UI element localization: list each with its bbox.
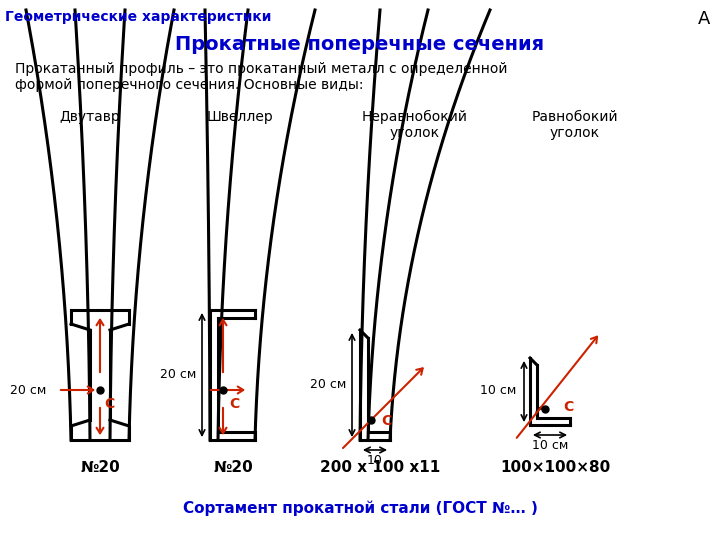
Text: Геометрические характеристики: Геометрические характеристики (5, 10, 271, 24)
Text: 100×100×80: 100×100×80 (500, 460, 610, 475)
Text: Прокатные поперечные сечения: Прокатные поперечные сечения (176, 35, 544, 54)
Text: С: С (563, 400, 573, 414)
Text: 10 см: 10 см (532, 439, 568, 452)
Text: С: С (229, 397, 239, 411)
Text: №20: №20 (80, 460, 120, 475)
Text: А: А (698, 10, 710, 28)
Text: Сортамент прокатной стали (ГОСТ №… ): Сортамент прокатной стали (ГОСТ №… ) (183, 500, 537, 516)
Text: 20 см: 20 см (160, 368, 197, 381)
Text: 20 см: 20 см (10, 383, 46, 396)
Text: Швеллер: Швеллер (207, 110, 274, 124)
Text: 20 см: 20 см (310, 379, 346, 392)
Text: №20: №20 (213, 460, 253, 475)
Text: Двутавр: Двутавр (60, 110, 120, 124)
Text: Равнобокий
уголок: Равнобокий уголок (531, 110, 618, 140)
Text: С: С (104, 397, 114, 411)
Text: 10: 10 (367, 454, 383, 467)
Text: С: С (381, 414, 391, 428)
Text: Неравнобокий
уголок: Неравнобокий уголок (362, 110, 468, 140)
Text: 200 х 100 х11: 200 х 100 х11 (320, 460, 440, 475)
Text: 10 см: 10 см (480, 384, 516, 397)
Text: Прокатанный профиль – это прокатанный металл с определенной
формой поперечного с: Прокатанный профиль – это прокатанный ме… (15, 62, 508, 92)
